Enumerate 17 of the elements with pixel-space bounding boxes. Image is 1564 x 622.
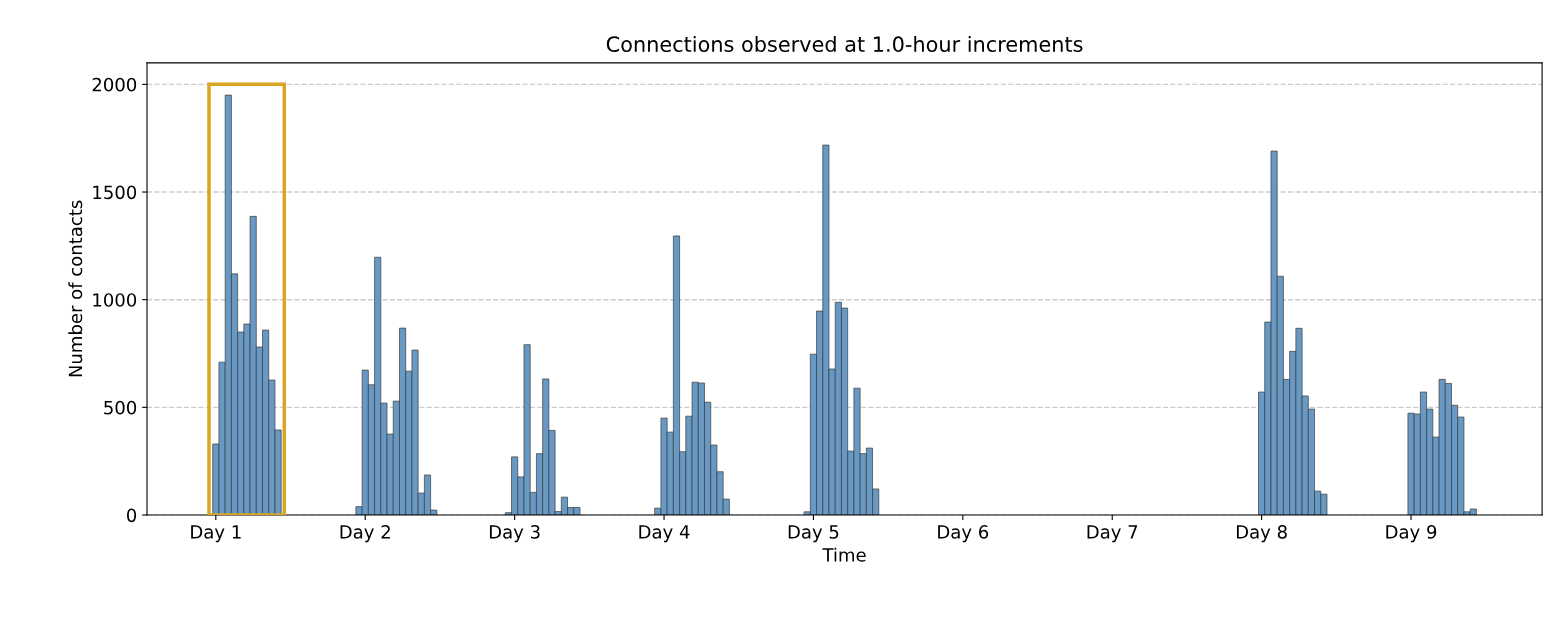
y-tick-label: 1500: [93, 185, 137, 200]
x-tick-label: Day 6: [938, 525, 989, 543]
y-tick-label: 2000: [92, 77, 137, 92]
y-tick-label: 0: [127, 508, 137, 523]
x-tick-label: Day 9: [1386, 525, 1437, 543]
x-tick-label: Day 4: [639, 525, 690, 543]
x-tick-label: Day 1: [191, 525, 241, 543]
y-axis-title: Number of contacts: [68, 200, 83, 377]
x-axis-title: Time: [822, 547, 866, 562]
x-tick-label: Day 8: [1236, 525, 1287, 543]
y-tick-label: 500: [104, 400, 137, 415]
x-tick-label: Day 2: [340, 525, 390, 543]
x-tick-label: Day 7: [1087, 525, 1138, 543]
x-tick-label: Day 3: [489, 525, 540, 543]
x-tick-label: Day 5: [788, 525, 839, 543]
chart-title: Connections observed at 1.0-hour increments: [606, 35, 1083, 53]
y-tick-label: 1000: [93, 293, 137, 307]
